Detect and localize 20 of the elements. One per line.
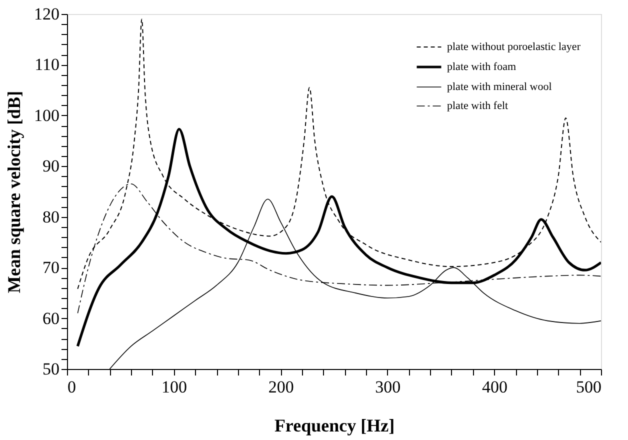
y-tick-label: 110 [34, 55, 60, 74]
y-tick-label: 60 [42, 308, 60, 328]
y-tick-label: 70 [42, 258, 60, 278]
legend-label: plate without poroelastic layer [447, 41, 581, 53]
x-tick-label: 0 [68, 378, 76, 396]
x-tick-label: 200 [268, 378, 294, 396]
y-tick-label: 100 [34, 106, 60, 125]
x-tick-label: 500 [576, 378, 602, 396]
y-tick-label: 120 [34, 4, 60, 24]
y-tick-label: 90 [42, 156, 60, 176]
y-tick-label: 50 [42, 360, 60, 378]
legend-label: plate with mineral wool [447, 81, 552, 93]
x-axis-title: Frequency [Hz] [274, 416, 395, 436]
y-tick-label: 80 [42, 207, 60, 226]
x-tick-label: 400 [482, 378, 508, 396]
y-axis-title: Mean square velocity [dB] [4, 90, 24, 294]
x-tick-label: 100 [162, 378, 188, 396]
legend-label: plate with felt [447, 100, 508, 112]
legend-label: plate with foam [447, 61, 516, 73]
x-tick-label: 300 [375, 378, 401, 396]
